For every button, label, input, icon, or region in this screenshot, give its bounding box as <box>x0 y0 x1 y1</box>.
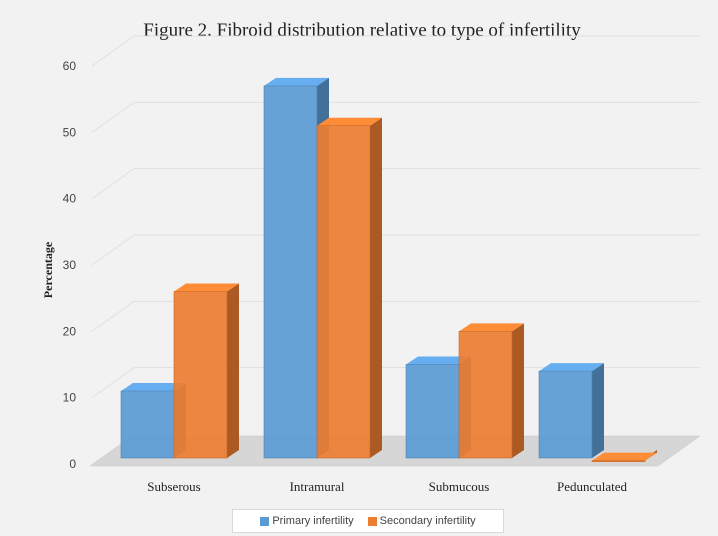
y-tick-label: 0 <box>69 457 76 471</box>
y-tick-label: 50 <box>63 125 77 139</box>
gridline-diag <box>91 35 135 67</box>
legend-swatch-secondary <box>367 516 377 526</box>
bar-submucous-secondary <box>458 323 524 459</box>
bar-pedunculated-primary <box>538 363 604 459</box>
category-label-pedunculated: Pedunculated <box>557 479 628 494</box>
gridline-diag <box>91 234 135 266</box>
y-tick-label: 40 <box>63 192 77 206</box>
bar-intramural-secondary <box>316 117 382 459</box>
gridline-diag <box>91 168 135 200</box>
y-tick-label: 30 <box>63 258 77 272</box>
legend-item-secondary: Secondary infertility <box>367 515 476 527</box>
category-label-subserous: Subserous <box>147 479 200 494</box>
gridline-diag <box>91 101 135 133</box>
legend-swatch-primary <box>260 516 270 526</box>
legend: Primary infertility Secondary infertilit… <box>232 509 504 533</box>
bar-subserous-secondary <box>173 283 239 459</box>
category-label-submucous: Submucous <box>429 479 490 494</box>
legend-item-primary: Primary infertility <box>260 515 354 527</box>
legend-label-primary: Primary infertility <box>272 515 354 527</box>
chart-title: Figure 2. Fibroid distribution relative … <box>143 20 581 41</box>
legend-label-secondary: Secondary infertility <box>379 515 476 527</box>
y-tick-label: 10 <box>63 391 77 405</box>
y-tick-label: 60 <box>63 59 77 73</box>
gridline-diag <box>91 367 135 399</box>
gridline-diag <box>91 300 135 332</box>
category-labels: Subserous Intramural Submucous Pedunculated <box>147 479 627 494</box>
y-tick-label: 20 <box>63 324 77 338</box>
bars <box>120 77 657 462</box>
y-tick-labels: 0 10 20 30 40 50 60 <box>63 59 77 471</box>
category-label-intramural: Intramural <box>290 479 345 494</box>
bar-pedunculated-secondary <box>591 450 657 462</box>
y-axis-label: Percentage <box>41 241 55 298</box>
